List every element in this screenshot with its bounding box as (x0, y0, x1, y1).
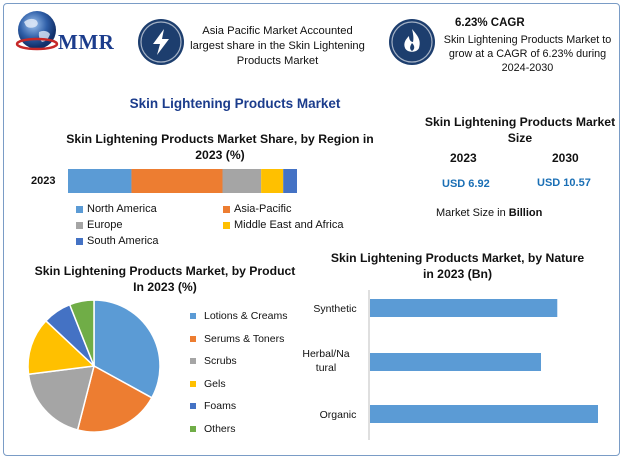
legend-swatch (223, 205, 230, 213)
pie-legend-label: Serums & Toners (204, 332, 285, 345)
pie-legend-item: Scrubs (190, 355, 237, 367)
region-stacked-bar (68, 169, 297, 193)
legend-swatch (223, 221, 230, 229)
legend-swatch (190, 380, 196, 387)
legend-europe: Europe (76, 219, 122, 231)
pie-legend-item: Serums & Toners (190, 333, 284, 345)
nature-bar-0 (370, 299, 558, 317)
legend-swatch (76, 205, 83, 213)
brand-logo-text: MMR (58, 30, 115, 54)
legend-swatch (190, 358, 196, 364)
legend-swatch (190, 425, 196, 432)
pie-slice-2 (27, 365, 96, 431)
cagr-description: Skin Lightening Products Market to grow … (443, 34, 612, 74)
market-size-value-2030: USD 10.57 (537, 177, 591, 189)
pie-legend-label: Gels (204, 377, 226, 390)
pie-legend-label: Lotions & Creams (204, 310, 288, 322)
pie-slice-3 (27, 319, 96, 376)
legend-swatch (76, 237, 83, 245)
legend-swatch (190, 335, 196, 342)
infographic-frame (3, 3, 620, 456)
region-bar-segment-0 (68, 169, 132, 193)
nature-label-herbal-line2: tural (315, 362, 337, 374)
legend-north-america: North America (76, 203, 157, 215)
legend-south-america: South America (76, 235, 159, 247)
nature-chart-title: Skin Lightening Products Market, by Natu… (330, 251, 585, 281)
legend-middle-east-africa: Middle East and Africa (223, 219, 343, 231)
legend-swatch (190, 403, 196, 409)
product-pie-chart (27, 299, 161, 433)
pie-slice-0 (93, 299, 161, 399)
market-size-title: Skin Lightening Products Market Size (424, 115, 616, 145)
pie-legend-item: Gels (190, 378, 226, 390)
globe-logo-icon (15, 11, 59, 51)
nature-label-herbal-natural: Herbal/Na tural (300, 347, 352, 375)
nature-bar-1 (370, 353, 541, 371)
region-bar-segment-3 (261, 169, 284, 193)
market-size-unit-note: Market Size in Billion (436, 207, 543, 219)
pie-legend-item: Others (190, 423, 236, 435)
region-category-label: 2023 (31, 175, 56, 187)
legend-swatch (76, 221, 83, 229)
region-chart-title: Skin Lightening Products Market Share, b… (66, 132, 374, 162)
product-chart-title: Skin Lightening Products Market, by Prod… (34, 264, 296, 294)
pie-legend-label: Others (204, 422, 236, 435)
main-title: Skin Lightening Products Market (129, 96, 341, 111)
market-size-year-2030: 2030 (552, 151, 579, 165)
flame-icon (389, 19, 435, 65)
nature-label-synthetic: Synthetic (313, 303, 357, 315)
pie-legend-item: Foams (190, 400, 236, 412)
cagr-title: 6.23% CAGR (455, 17, 525, 29)
legend-swatch (190, 313, 196, 319)
market-size-value-2023: USD 6.92 (442, 178, 490, 190)
region-bar-segment-1 (131, 169, 223, 193)
nature-label-herbal-line1: Herbal/Na (302, 348, 350, 360)
pie-legend-label: Foams (204, 400, 237, 412)
nature-label-organic: Organic (319, 409, 357, 421)
pie-slice-1 (76, 364, 153, 433)
product-legend: Lotions & Creams Serums & Toners Scrubs Gel… (190, 310, 310, 440)
legend-asia-pacific: Asia-Pacific (223, 203, 291, 215)
lightning-icon (138, 19, 184, 65)
nature-bar-2 (370, 405, 598, 423)
headline-asia-pacific: Asia Pacific Market Accounted largest sh… (190, 25, 365, 67)
pie-slice-5 (68, 299, 95, 367)
region-bar-segment-4 (283, 169, 297, 193)
nature-bar-chart (368, 290, 598, 440)
market-size-year-2023: 2023 (450, 151, 477, 165)
pie-legend-label: Scrubs (204, 355, 237, 367)
region-bar-segment-2 (222, 169, 262, 193)
pie-legend-item: Lotions & Creams (190, 310, 287, 322)
